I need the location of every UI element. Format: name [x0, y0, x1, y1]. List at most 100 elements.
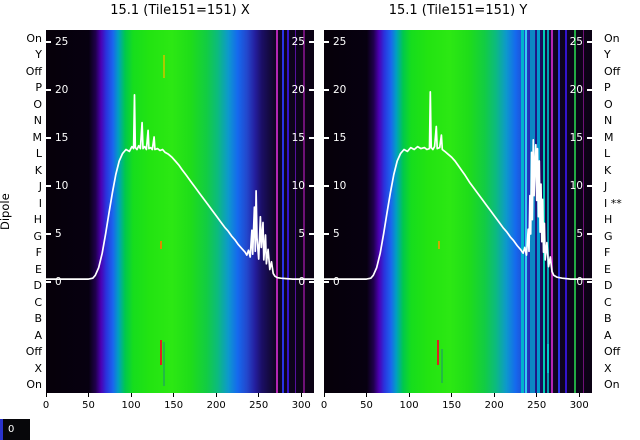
inner-tick-mark-right: [309, 41, 314, 43]
dipole-row-label: N: [604, 114, 613, 128]
inner-tick-mark-right: [587, 281, 592, 283]
heatmap-artifact: [163, 342, 166, 386]
inner-tick-label-right: 5: [298, 228, 305, 240]
inner-tick-mark-right: [309, 233, 314, 235]
x-tick-label: 100: [121, 400, 141, 411]
dipole-row-label: E: [35, 262, 42, 276]
x-tick-mark: [578, 393, 580, 397]
inner-tick-label-right: 10: [291, 180, 305, 192]
inner-tick-mark-right: [587, 233, 592, 235]
dipole-row-label: B: [34, 312, 42, 326]
heatmap-artifact: [437, 240, 440, 250]
dipole-row-label: A: [34, 328, 42, 342]
inner-tick-mark-left: [324, 185, 329, 187]
x-tick-label: 200: [206, 400, 226, 411]
x-tick-label: 150: [164, 400, 184, 411]
inner-tick-label-right: 0: [576, 276, 583, 288]
dipole-row-label: F: [604, 246, 611, 260]
inner-tick-label-left: 15: [55, 132, 69, 144]
heatmap-stripe: [287, 30, 290, 393]
inner-tick-label-right: 20: [569, 84, 583, 96]
x-axis-panel-y: 0 50 100 150 200 250 300: [320, 393, 592, 423]
inner-tick-label-left: 20: [55, 84, 69, 96]
dipole-row-label: L: [35, 147, 42, 161]
dipole-row-label: E: [604, 262, 611, 276]
x-tick-label: 150: [442, 400, 462, 411]
line-series: [324, 91, 592, 280]
heatmap-stripe: [275, 30, 278, 393]
heatmap-artifact: [159, 339, 162, 365]
dipole-row-label: Y: [35, 48, 42, 62]
corner-box: 0: [0, 419, 30, 440]
inner-tick-label-right: 5: [576, 228, 583, 240]
inner-tick-mark-left: [46, 233, 51, 235]
x-tick-mark: [88, 393, 90, 397]
heatmap-artifact: [441, 349, 444, 383]
inner-tick-mark-left: [324, 281, 329, 283]
inner-tick-label-left: 20: [333, 84, 347, 96]
inner-tick-mark-right: [309, 281, 314, 283]
x-tick-label: 50: [360, 400, 373, 411]
x-tick-mark: [215, 393, 217, 397]
x-tick-label: 0: [42, 400, 50, 411]
dipole-row-label: Off: [25, 345, 42, 359]
dipole-row-label: D: [604, 279, 613, 293]
dipole-row-label: H: [604, 213, 613, 227]
heatmap-artifact: [159, 240, 162, 250]
x-tick-mark: [300, 393, 302, 397]
heatmap-artifact: [163, 55, 166, 78]
dipole-row-label: X: [34, 361, 42, 375]
heatmap-stripe: [281, 30, 284, 393]
x-tick-mark: [493, 393, 495, 397]
dipole-row-label: J: [604, 180, 608, 194]
inner-tick-mark-left: [46, 281, 51, 283]
x-tick-mark: [173, 393, 175, 397]
x-tick-label: 50: [82, 400, 95, 411]
dipole-row-label: M: [604, 130, 614, 144]
panel-x-title: 15.1 (Tile151=151) X: [110, 3, 250, 18]
dipole-row-label: J: [38, 180, 42, 194]
heatmap-stripe: [525, 30, 528, 393]
inner-tick-mark-left: [46, 137, 51, 139]
x-tick-mark: [130, 393, 132, 397]
inner-tick-mark-left: [46, 41, 51, 43]
line-series: [46, 93, 314, 280]
inner-tick-label-left: 0: [333, 276, 340, 288]
inner-tick-label-left: 25: [333, 36, 347, 48]
inner-tick-mark-right: [587, 185, 592, 187]
inner-tick-mark-left: [324, 89, 329, 91]
inner-tick-mark-left: [46, 89, 51, 91]
dipole-row-label: M: [32, 130, 43, 144]
dipole-row-label: I **: [604, 196, 622, 210]
inner-tick-mark-right: [309, 185, 314, 187]
inner-tick-mark-left: [324, 137, 329, 139]
x-tick-mark: [45, 393, 47, 397]
x-tick-mark: [323, 393, 325, 397]
inner-tick-mark-left: [324, 41, 329, 43]
x-tick-mark: [536, 393, 538, 397]
dipole-row-label: O: [604, 97, 613, 111]
inner-tick-label-right: 0: [298, 276, 305, 288]
x-tick-mark: [366, 393, 368, 397]
heatmap-stripe: [551, 30, 553, 393]
line-overlay: [324, 91, 592, 280]
dipole-row-label: P: [604, 81, 611, 95]
inner-tick-label-left: 0: [55, 276, 62, 288]
inner-tick-mark-right: [309, 89, 314, 91]
inner-tick-label-right: 20: [291, 84, 305, 96]
dipole-row-label: On: [26, 31, 42, 45]
inner-tick-label-left: 10: [333, 180, 347, 192]
inner-tick-label-left: 5: [55, 228, 62, 240]
dipole-row-label: C: [34, 295, 42, 309]
x-tick-label: 0: [320, 400, 328, 411]
heatmap-panel-x: 25 25 20 20 15 15 10 10 5 5 0 0: [46, 30, 314, 393]
dipole-row-label: L: [604, 147, 611, 161]
inner-tick-label-right: 25: [291, 36, 305, 48]
dipole-row-label: D: [33, 279, 42, 293]
dipole-row-label: N: [33, 114, 42, 128]
x-tick-mark: [258, 393, 260, 397]
dipole-row-label: K: [604, 163, 612, 177]
corner-label: 0: [8, 424, 15, 435]
dipole-row-label: A: [604, 328, 612, 342]
